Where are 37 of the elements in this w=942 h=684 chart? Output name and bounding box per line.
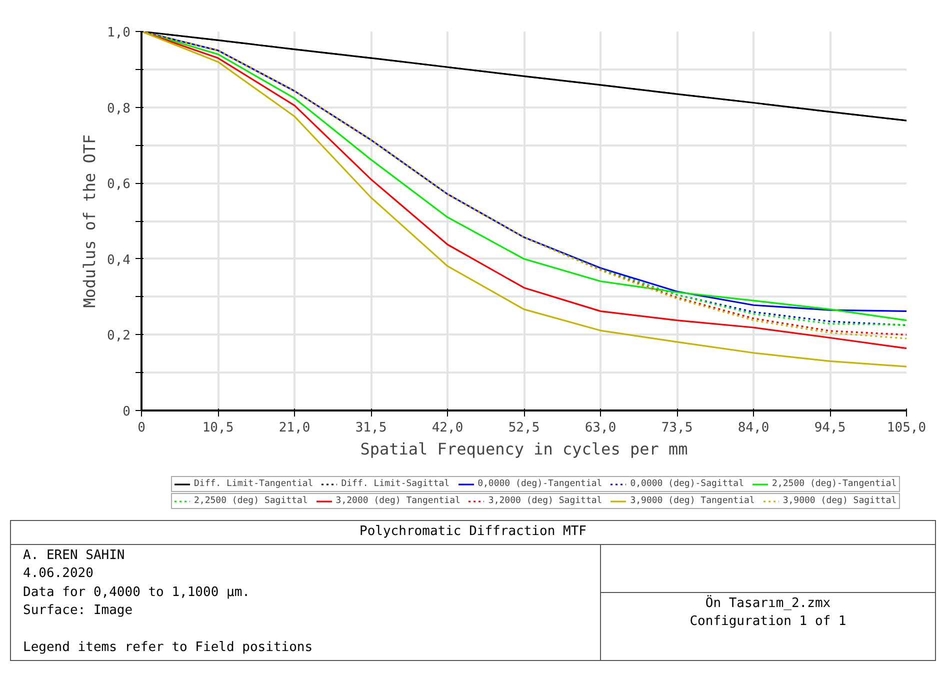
y-tick-label: 0: [122, 404, 130, 420]
x-tick-label: 105,0: [886, 420, 926, 436]
x-tick-label: 42,0: [432, 420, 464, 436]
y-tick-label: 0,4: [107, 252, 131, 268]
x-axis-title: Spatial Frequency in cycles per mm: [360, 440, 688, 458]
y-tick-label: 0,6: [107, 177, 131, 192]
legend-label: 0,0000 (deg)-Tangential: [478, 479, 602, 489]
text: Configuration 1 of 1: [690, 614, 846, 630]
y-axis-title: Modulus of the OTF: [80, 134, 100, 308]
text: Ön Tasarım_2.zmx: [705, 596, 831, 611]
legend-label: 3,9000 (deg) Tangential: [630, 496, 755, 506]
y-tick-label: 0,8: [107, 101, 131, 116]
x-tick-label: 63,0: [584, 420, 616, 436]
text: Data for 0,4000 to 1,1000 µm.: [23, 584, 250, 600]
legend-label: 2,2500 (deg)-Tangential: [772, 479, 897, 489]
text: Surface: Image: [23, 603, 133, 618]
x-tick-label: 10,5: [202, 420, 234, 436]
x-tick-label: 84,0: [738, 420, 770, 436]
text: 4.06.2020: [23, 566, 94, 582]
x-tick-label: 31,5: [355, 420, 387, 436]
x-tick-label: 94,5: [814, 420, 846, 436]
x-tick-label: 21,0: [278, 420, 310, 436]
y-tick-label: 0,2: [107, 328, 131, 344]
legend-label: Diff. Limit-Tangential: [194, 479, 314, 489]
text: A. EREN SAHIN: [23, 548, 125, 563]
legend-label: 3,9000 (deg) Sagittal: [782, 496, 897, 506]
legend-label: 3,2000 (deg) Tangential: [336, 496, 460, 506]
x-tick-label: 0: [138, 420, 146, 436]
legend-label: 3,2000 (deg) Sagittal: [488, 496, 602, 506]
legend-label: 2,2500 (deg) Sagittal: [194, 496, 308, 506]
y-tick-label: 1,0: [107, 26, 131, 40]
legend-label: Diff. Limit-Sagittal: [341, 479, 450, 489]
text: Polychromatic Diffraction MTF: [10, 520, 936, 544]
x-tick-label: 73,5: [661, 420, 693, 436]
text: Legend items refer to Field positions: [23, 640, 313, 656]
legend-label: 0,0000 (deg)-Sagittal: [630, 479, 744, 489]
x-tick-label: 52,5: [508, 420, 540, 436]
